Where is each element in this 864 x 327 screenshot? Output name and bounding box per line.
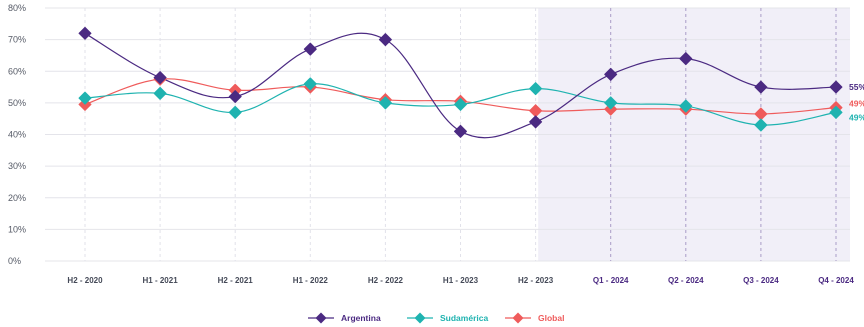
y-tick-label: 40% — [8, 130, 26, 140]
y-tick-label: 0% — [8, 256, 21, 266]
x-tick-label: H1 - 2021 — [143, 276, 179, 285]
legend-marker — [315, 312, 327, 324]
data-point-argentina — [454, 124, 467, 138]
data-point-argentina — [679, 52, 693, 66]
data-point-sudam-rica — [679, 99, 693, 113]
x-tick-label: H1 - 2022 — [293, 276, 329, 285]
series-points — [78, 26, 843, 138]
y-axis: 0% 10% 20% 30% 40% 50% 60% 70% 80% — [8, 3, 26, 266]
x-tick-label: Q2 - 2024 — [668, 276, 704, 285]
x-tick-label: H2 - 2023 — [518, 276, 554, 285]
end-label-global: 49% — [849, 99, 864, 109]
end-label-sudam-rica: 49% — [849, 112, 864, 122]
y-tick-label: 30% — [8, 161, 26, 171]
data-point-sudam-rica — [303, 77, 317, 91]
data-point-argentina — [378, 33, 392, 47]
legend-item-sudam-rica: Sudamérica — [407, 312, 488, 324]
data-point-sudam-rica — [529, 82, 543, 96]
x-tick-label: Q1 - 2024 — [593, 276, 629, 285]
end-labels: 55% 49% 49% — [849, 82, 864, 122]
data-point-sudam-rica — [78, 91, 92, 105]
legend-marker — [414, 312, 426, 324]
x-tick-label: H1 - 2023 — [443, 276, 479, 285]
data-point-argentina — [228, 90, 242, 104]
data-point-sudam-rica — [604, 96, 618, 110]
x-tick-label: Q4 - 2024 — [818, 276, 854, 285]
end-label-argentina: 55% — [849, 82, 864, 92]
data-point-argentina — [829, 80, 843, 94]
legend-item-argentina: Argentina — [308, 312, 381, 324]
x-tick-label: H2 - 2020 — [67, 276, 103, 285]
data-point-sudam-rica — [829, 105, 843, 119]
data-point-sudam-rica — [378, 96, 392, 110]
data-point-argentina — [303, 42, 317, 56]
x-tick-label: H2 - 2022 — [368, 276, 404, 285]
data-point-sudam-rica — [454, 97, 467, 111]
legend-marker — [512, 312, 524, 324]
series-line-argentina — [84, 32, 837, 139]
data-point-argentina — [153, 71, 167, 85]
data-point-argentina — [754, 80, 768, 94]
y-tick-label: 10% — [8, 224, 26, 234]
y-tick-label: 20% — [8, 193, 26, 203]
y-tick-label: 50% — [8, 98, 26, 108]
x-axis: H2 - 2020 H1 - 2021 H2 - 2021 H1 - 2022 H2 -… — [67, 276, 854, 285]
data-point-sudam-rica — [754, 118, 768, 132]
y-tick-label: 80% — [8, 3, 26, 13]
data-point-argentina — [604, 67, 618, 81]
legend: Argentina Sudamérica Global — [308, 312, 564, 324]
legend-label: Sudamérica — [440, 313, 488, 323]
data-point-sudam-rica — [228, 105, 242, 119]
x-tick-label: Q3 - 2024 — [743, 276, 779, 285]
y-tick-label: 60% — [8, 66, 26, 76]
legend-label: Global — [538, 313, 564, 323]
data-point-sudam-rica — [153, 86, 167, 100]
x-tick-label: H2 - 2021 — [218, 276, 254, 285]
legend-item-global: Global — [505, 312, 564, 324]
data-point-argentina — [78, 26, 92, 40]
legend-label: Argentina — [341, 313, 381, 323]
y-tick-label: 70% — [8, 35, 26, 45]
data-point-argentina — [529, 115, 543, 129]
